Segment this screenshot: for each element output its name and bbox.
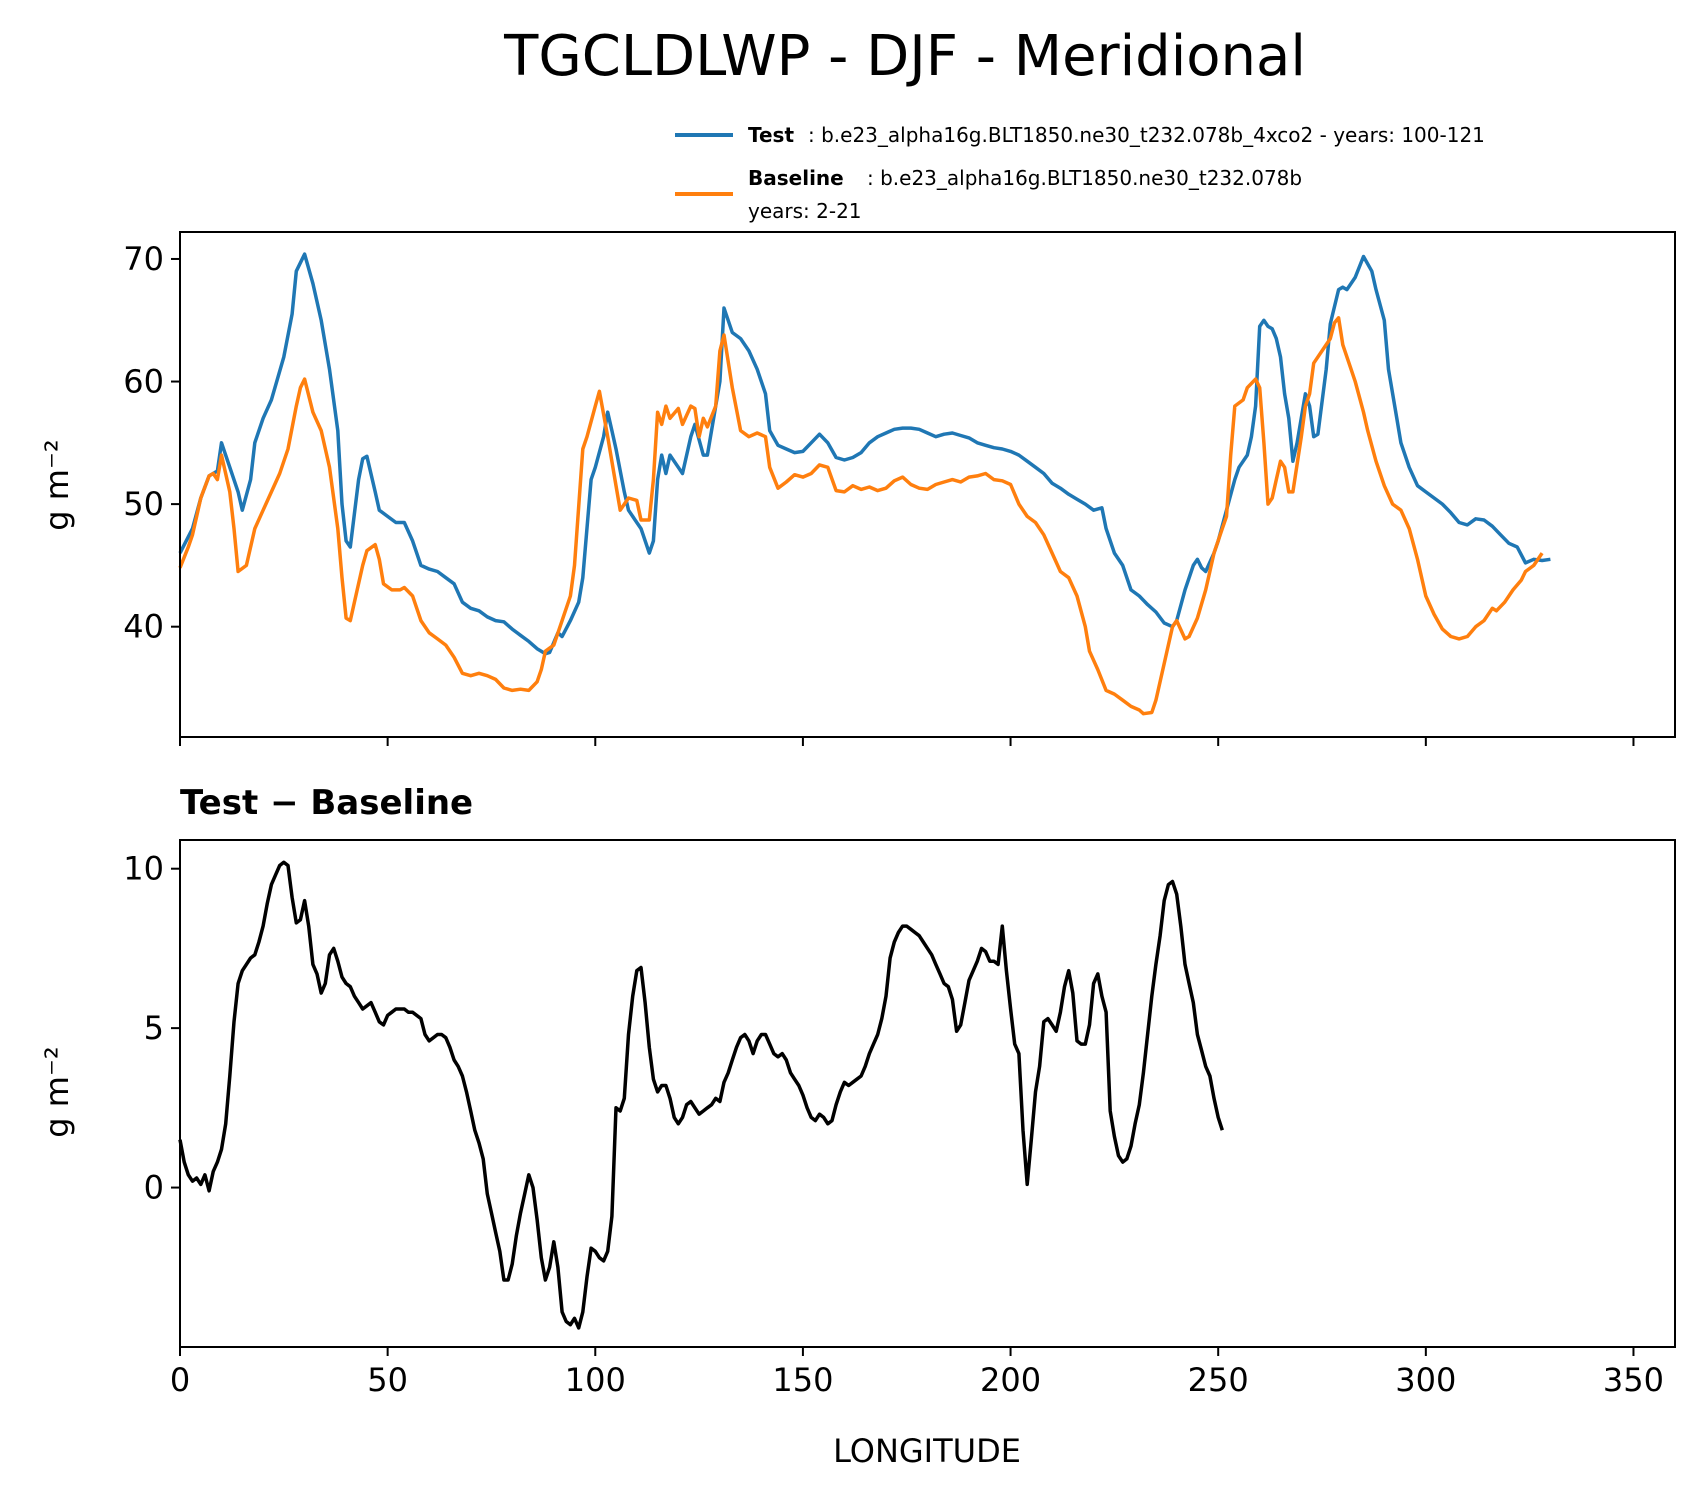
top-x-ticks (179, 737, 1635, 746)
top-y-tick-label: 60 (123, 363, 164, 401)
x-tick-label: 0 (170, 1361, 190, 1399)
bottom-y-axis-label: g m⁻² (38, 1046, 76, 1137)
top-y-ticks: 40 50 60 70 (123, 240, 180, 646)
series-line-baseline (178, 316, 1544, 716)
bottom-y-ticks: 0 5 10 (123, 850, 180, 1207)
bottom-axes-frame (179, 839, 1676, 1348)
legend-label-baseline-name: Baseline (748, 166, 844, 190)
series-line-difference (178, 860, 1224, 1330)
top-y-tick-label: 40 (123, 608, 164, 646)
bottom-x-ticks: 0 50 100 150 200 250 300 350 (170, 1347, 1664, 1399)
x-tick-label: 100 (565, 1361, 626, 1399)
x-tick-label: 50 (367, 1361, 408, 1399)
bot-y-tick-label: 0 (144, 1169, 164, 1207)
difference-subtitle: Test − Baseline (180, 783, 473, 823)
chart-title: TGCLDLWP - DJF - Meridional (503, 24, 1306, 89)
legend-label-test-text: : b.e23_alpha16g.BLT1850.ne30_t232.078b_… (808, 123, 1485, 147)
top-panel: 40 50 60 70 g m⁻² (38, 231, 1676, 746)
x-axis-label: LONGITUDE (833, 1432, 1021, 1470)
top-axes-frame (179, 231, 1676, 738)
bot-y-tick-label: 10 (123, 850, 164, 888)
x-tick-label: 350 (1603, 1361, 1664, 1399)
series-line-test (178, 252, 1551, 656)
x-tick-label: 300 (1395, 1361, 1456, 1399)
legend: Test : b.e23_alpha16g.BLT1850.ne30_t232.… (675, 123, 1485, 223)
legend-label-baseline-text: : b.e23_alpha16g.BLT1850.ne30_t232.078b (867, 166, 1302, 190)
legend-label-test-name: Test (748, 123, 794, 147)
x-tick-label: 200 (980, 1361, 1041, 1399)
bottom-panel: Test − Baseline 0 5 10 0 50 100 150 200 250 300 3… (38, 783, 1676, 1470)
top-y-tick-label: 70 (123, 240, 164, 278)
bot-y-tick-label: 5 (144, 1009, 164, 1047)
top-y-axis-label: g m⁻² (38, 439, 76, 530)
top-y-tick-label: 50 (123, 485, 164, 523)
legend-label-baseline-years: years: 2-21 (748, 199, 862, 223)
x-tick-label: 250 (1188, 1361, 1249, 1399)
x-tick-label: 150 (772, 1361, 833, 1399)
